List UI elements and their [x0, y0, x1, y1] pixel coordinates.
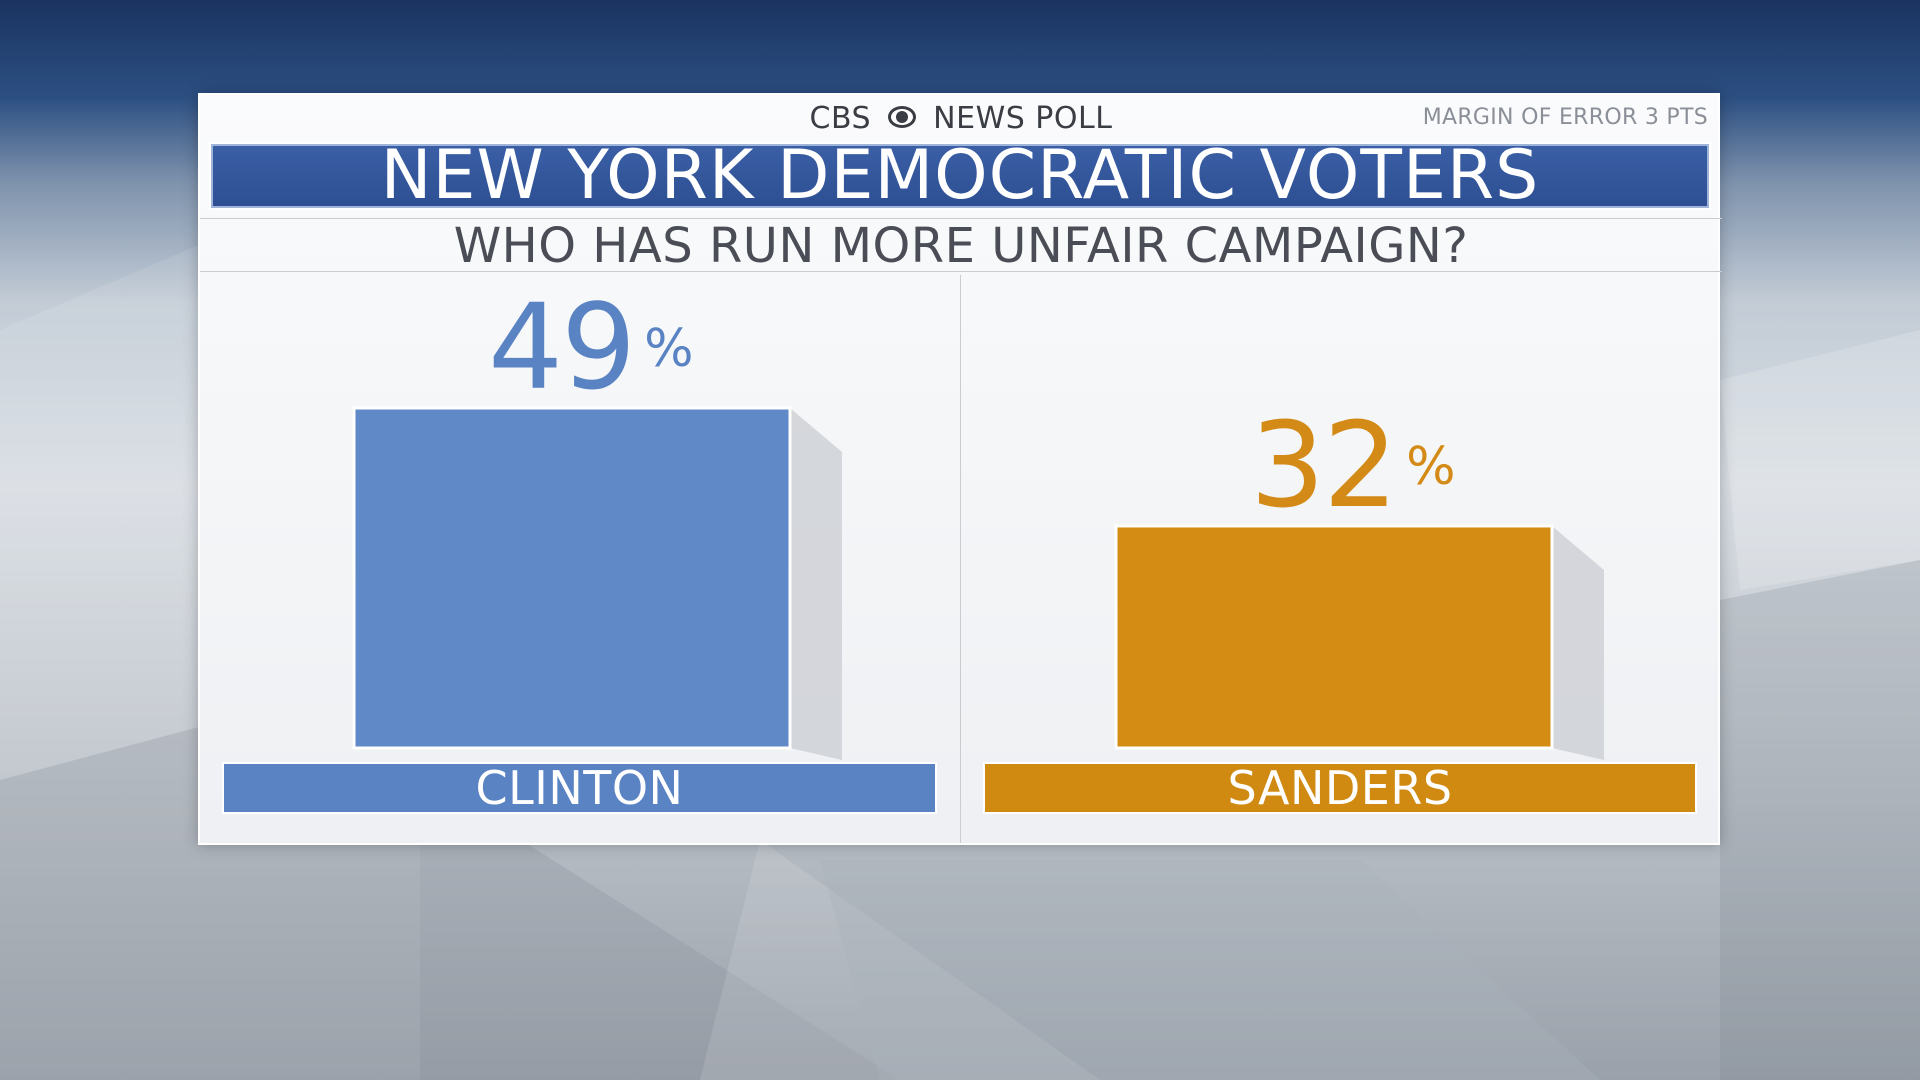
value-unit: % — [1406, 436, 1455, 497]
brand-left-text: CBS — [809, 101, 872, 136]
value-number: 32 — [1250, 395, 1398, 534]
chart-question: WHO HAS RUN MORE UNFAIR CAMPAIGN? — [200, 218, 1722, 273]
category-label-clinton: CLINTON — [222, 762, 937, 814]
brand-right-text: NEWS POLL — [933, 101, 1113, 136]
value-label-sanders: 32% — [1250, 406, 1456, 524]
bar-sanders — [1114, 524, 1554, 750]
column-divider — [960, 275, 961, 843]
value-label-clinton: 49% — [488, 288, 694, 406]
page-title: NEW YORK DEMOCRATIC VOTERS — [209, 142, 1711, 210]
margin-of-error: MARGIN OF ERROR 3 PTS — [1422, 105, 1708, 130]
bar-clinton — [352, 406, 792, 750]
cbs-eye-icon — [888, 105, 917, 128]
bar-shadow-clinton — [790, 408, 842, 760]
value-number: 49 — [488, 278, 636, 416]
category-label-sanders: SANDERS — [983, 762, 1697, 814]
value-unit: % — [644, 319, 693, 379]
bar-shadow-sanders — [1552, 525, 1604, 760]
brand-header: CBS NEWS POLL — [200, 99, 1722, 139]
